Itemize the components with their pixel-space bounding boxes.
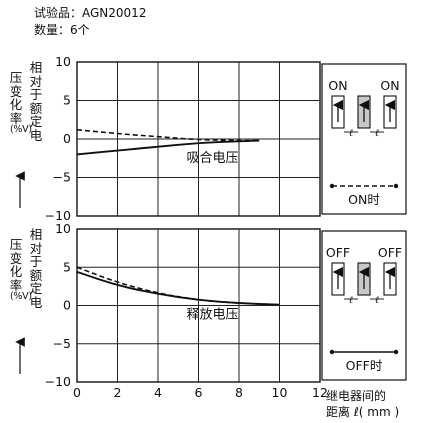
bottom-dashed-series-line	[76, 266, 280, 306]
x-axis-label-line2: 距离 ℓ( mm )	[326, 405, 400, 419]
bottom-y-label-col2: 相对于额定电	[29, 227, 43, 310]
bottom-y-label-col1: 压变化率	[9, 237, 23, 293]
bottom-y-unit: (%V)	[10, 291, 32, 302]
top-gap-symbol: ℓ	[375, 128, 379, 139]
top-y-tick-label: 5	[63, 93, 71, 108]
bottom-curve-annotation: 释放电压	[186, 308, 238, 323]
bottom-solid-series-line	[76, 270, 280, 306]
top-curve-annotation: 吸合电压	[186, 151, 238, 166]
top-y-tick-label: 0	[63, 131, 71, 146]
x-tick-label: 8	[235, 385, 243, 400]
top-plot-frame	[76, 61, 321, 217]
x-tick-label: 0	[73, 385, 81, 400]
bottom-y-tick-label: −5	[53, 336, 71, 351]
bottom-gap-symbol: ℓ	[375, 295, 379, 306]
top-legend-left-label: ON	[328, 78, 347, 93]
top-legend-frame	[321, 63, 407, 215]
top-y-tick-label: −10	[45, 208, 71, 223]
bottom-legend-box: OFF OFF ℓ ℓ OFF时	[321, 230, 407, 381]
top-y-tick-label: 10	[55, 54, 71, 69]
bottom-gap-symbol: ℓ	[349, 295, 353, 306]
bottom-legend-left-label: OFF	[326, 245, 350, 260]
bottom-y-tick-label: 0	[63, 298, 71, 313]
x-tick-label: 6	[195, 385, 203, 400]
top-legend-caption: ON时	[348, 192, 380, 207]
bottom-legend-right-label: OFF	[378, 245, 402, 260]
x-axis-label-line1: 继电器间的	[326, 389, 387, 403]
bottom-y-tick-label: 5	[63, 259, 71, 274]
top-legend-line-end-dot	[393, 183, 399, 189]
top-solid-series-line	[76, 139, 260, 156]
top-y-unit: (%V)	[10, 124, 32, 135]
bottom-legend-caption: OFF时	[346, 358, 383, 373]
x-tick-label: 2	[114, 385, 122, 400]
sample-label: 试验品：AGN20012	[34, 6, 147, 20]
top-y-label-col1: 压变化率	[9, 70, 23, 126]
count-label: 数量：6个	[34, 23, 90, 37]
x-tick-label: 10	[272, 385, 288, 400]
x-tick-label: 12	[312, 385, 328, 400]
top-gap-symbol: ℓ	[349, 128, 353, 139]
top-y-tick-label: −5	[53, 170, 71, 185]
top-y-label-col2: 相对于额定电	[29, 60, 43, 143]
bottom-plot-frame	[76, 228, 321, 383]
bottom-y-tick-label: −10	[45, 374, 71, 389]
top-legend-box: ON ON ℓ ℓ ON时	[321, 63, 407, 215]
bottom-y-tick-label: 10	[55, 221, 71, 236]
top-legend-right-label: ON	[380, 78, 399, 93]
x-tick-label: 4	[154, 385, 162, 400]
bottom-legend-frame	[321, 230, 407, 381]
